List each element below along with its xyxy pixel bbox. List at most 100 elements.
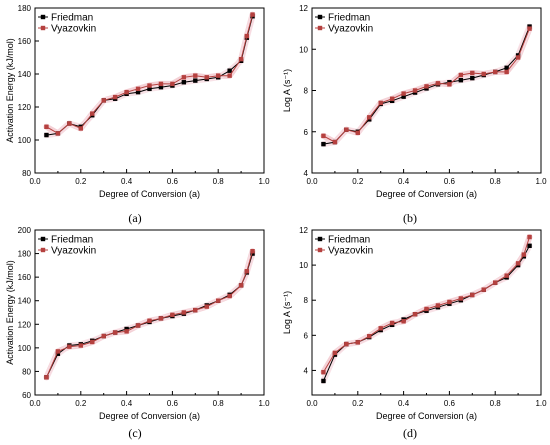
y-tick-label: 180 (18, 250, 32, 259)
friedman-point (458, 77, 464, 83)
vyazovkin-point (367, 333, 372, 339)
vyazovkin-point (458, 296, 464, 301)
vyazovkin-point (135, 323, 141, 328)
friedman-point (527, 243, 532, 248)
legend-swatch-marker (317, 14, 323, 20)
vyazovkin-point (435, 81, 441, 86)
legend-label-friedman: Friedman (328, 13, 370, 24)
y-tick-label: 12 (299, 226, 308, 235)
x-axis-title: Degree of Conversion (a) (376, 411, 477, 421)
vyazovkin-point (44, 124, 49, 129)
legend-swatch-marker (40, 236, 46, 242)
vyazovkin-point (515, 55, 521, 60)
friedman-point (44, 132, 49, 138)
vyazovkin-point (67, 344, 72, 349)
legend-swatch-marker (40, 247, 46, 253)
vyazovkin-point (481, 71, 486, 77)
friedman-point (227, 68, 232, 73)
legend-label-vyazovkin: Vyazovkin (328, 24, 373, 35)
x-tick-label: 0.0 (29, 177, 41, 186)
x-axis-title: Degree of Conversion (a) (99, 411, 200, 421)
friedman-point (181, 80, 187, 85)
vyazovkin-point (470, 70, 475, 76)
vyazovkin-point (101, 98, 106, 103)
x-tick-label: 1.0 (535, 399, 547, 408)
x-axis-title: Degree of Conversion (a) (376, 189, 477, 199)
vyazovkin-point (170, 81, 175, 87)
friedman-point (321, 378, 326, 384)
legend-label-friedman: Friedman (51, 13, 93, 24)
friedman-band (320, 242, 533, 384)
vyazovkin-point (389, 96, 395, 101)
x-tick-label: 0.0 (306, 177, 318, 186)
x-tick-label: 0.6 (167, 177, 179, 186)
friedman-point (135, 89, 141, 95)
legend-swatch-marker (40, 14, 46, 20)
vyazovkin-point (193, 307, 198, 313)
x-tick-label: 0.2 (75, 399, 87, 408)
vyazovkin-point (55, 131, 61, 136)
vyazovkin-point (227, 293, 232, 299)
y-tick-label: 200 (18, 226, 32, 235)
x-tick-label: 0.0 (306, 399, 318, 408)
x-tick-label: 1.0 (535, 177, 547, 186)
x-tick-label: 0.4 (398, 177, 410, 186)
y-tick-label: 4 (304, 366, 309, 375)
panel-c: 0.0 0.2 0.4 0.6 0.8 1.0 60 80 100 120 140 160 180 200… (5, 226, 270, 440)
vyazovkin-point (238, 56, 244, 62)
friedman-series-line (46, 253, 253, 378)
vyazovkin-point (378, 100, 383, 106)
legend-swatch-marker (317, 247, 323, 253)
x-tick-label: 0.8 (490, 177, 502, 186)
panel-label: (b) (403, 211, 417, 225)
legend-label-vyazovkin: Vyazovkin (328, 246, 373, 257)
y-axis-title: Activation Energy (kJ/mol) (5, 260, 15, 365)
friedman-band (43, 250, 256, 381)
friedman-point (250, 251, 255, 256)
legend-label-friedman: Friedman (51, 235, 93, 246)
vyazovkin-point (493, 69, 498, 75)
friedman-point (147, 86, 152, 92)
y-tick-label: 100 (18, 344, 32, 353)
vyazovkin-point (244, 33, 250, 39)
x-axis-title: Degree of Conversion (a) (99, 189, 200, 199)
legend-label-friedman: Friedman (328, 235, 370, 246)
x-tick-label: 0.6 (444, 399, 456, 408)
vyazovkin-point (515, 261, 521, 266)
vyazovkin-point (321, 369, 326, 375)
legend-swatch-marker (317, 25, 323, 31)
friedman-point (124, 326, 129, 332)
y-tick-label: 120 (18, 103, 32, 112)
vyazovkin-point (158, 81, 164, 87)
vyazovkin-point (527, 234, 532, 240)
vyazovkin-point (44, 375, 49, 380)
vyazovkin-point (112, 94, 118, 100)
vyazovkin-point (504, 69, 509, 75)
vyazovkin-point (435, 303, 441, 308)
vyazovkin-point (124, 329, 129, 334)
y-axis-title: Activation Energy (kJ/mol) (5, 38, 15, 143)
y-tick-label: 160 (18, 37, 32, 46)
x-tick-label: 0.2 (352, 177, 364, 186)
y-tick-label: 12 (299, 4, 308, 13)
y-tick-label: 140 (18, 297, 32, 306)
x-tick-label: 0.6 (167, 399, 179, 408)
x-tick-label: 1.0 (258, 399, 270, 408)
vyazovkin-point (527, 26, 532, 31)
y-tick-label: 10 (299, 45, 308, 54)
x-tick-label: 0.0 (29, 399, 41, 408)
vyazovkin-point (481, 287, 486, 292)
vyazovkin-point (216, 298, 221, 303)
vyazovkin-point (90, 111, 95, 116)
vyazovkin-point (181, 75, 187, 80)
friedman-point (401, 94, 406, 99)
vyazovkin-point (227, 73, 232, 78)
vyazovkin-point (332, 139, 338, 145)
vyazovkin-point (101, 333, 106, 339)
y-axis-title: Log A (s⁻¹) (282, 291, 292, 334)
legend-label-vyazovkin: Vyazovkin (51, 246, 96, 257)
friedman-point (321, 141, 326, 147)
vyazovkin-point (216, 73, 221, 78)
vyazovkin-point (321, 133, 326, 139)
